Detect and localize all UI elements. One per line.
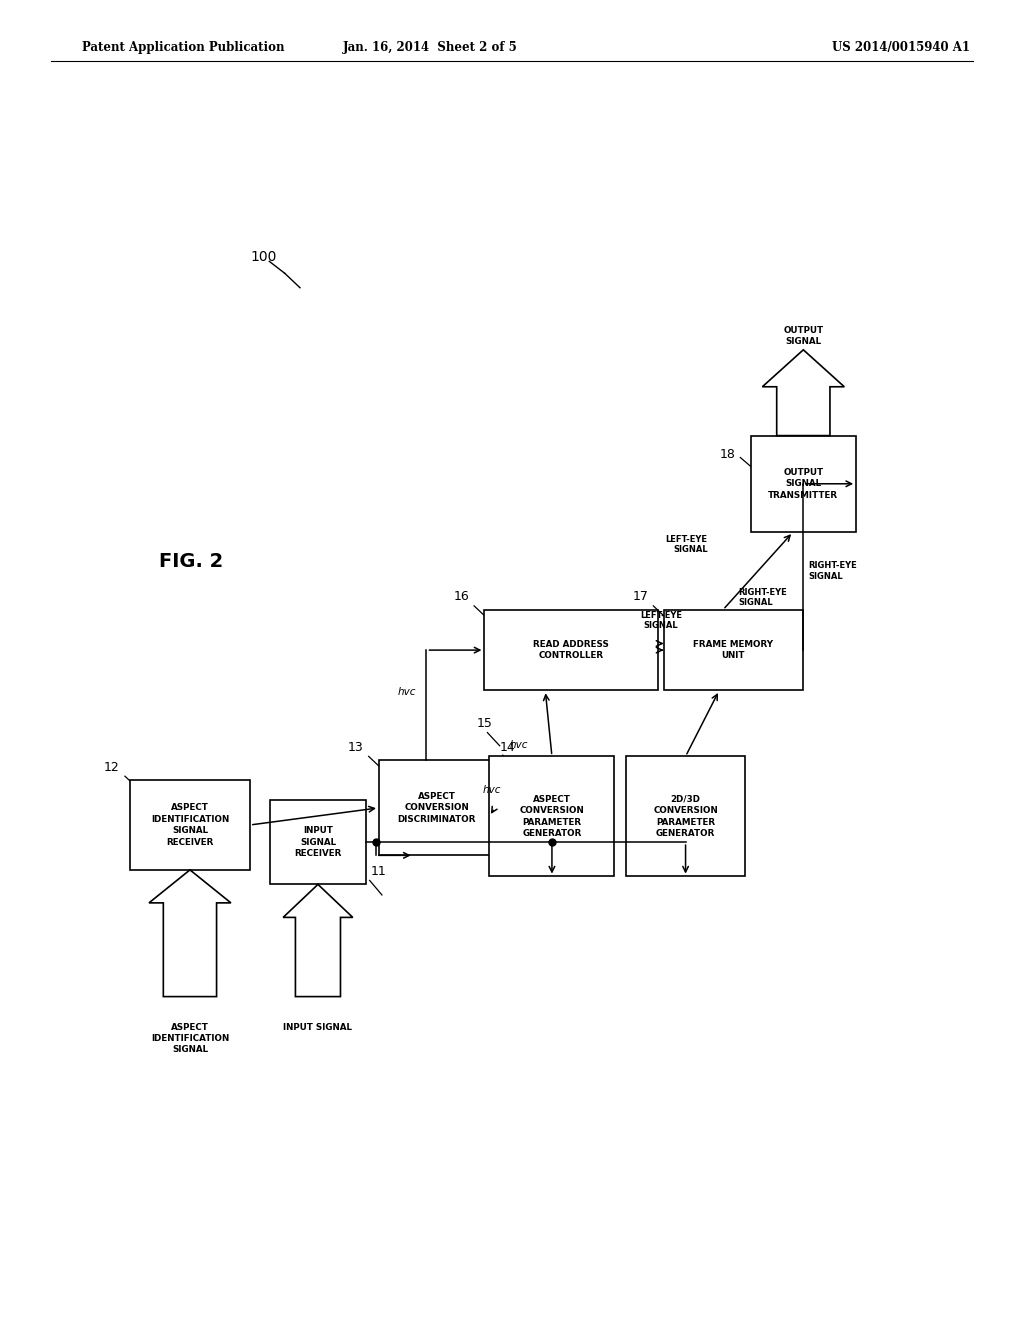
Text: READ ADDRESS
CONTROLLER: READ ADDRESS CONTROLLER (534, 640, 609, 660)
Text: OUTPUT
SIGNAL
TRANSMITTER: OUTPUT SIGNAL TRANSMITTER (768, 467, 839, 500)
Text: LEFT-EYE
SIGNAL: LEFT-EYE SIGNAL (640, 611, 682, 631)
Text: hvc: hvc (482, 784, 502, 795)
Bar (664, 610, 803, 690)
Text: INPUT
SIGNAL
RECEIVER: INPUT SIGNAL RECEIVER (294, 826, 342, 858)
Text: INPUT SIGNAL: INPUT SIGNAL (284, 1023, 352, 1032)
Text: 18: 18 (719, 449, 735, 462)
Text: ASPECT
IDENTIFICATION
SIGNAL
RECEIVER: ASPECT IDENTIFICATION SIGNAL RECEIVER (151, 804, 229, 846)
Bar (270, 800, 366, 884)
Text: 11: 11 (371, 865, 386, 878)
Text: US 2014/0015940 A1: US 2014/0015940 A1 (833, 41, 970, 54)
Polygon shape (762, 350, 844, 436)
Bar (379, 760, 495, 855)
Bar (489, 756, 614, 876)
Text: OUTPUT
SIGNAL: OUTPUT SIGNAL (783, 326, 823, 346)
Text: FRAME MEMORY
UNIT: FRAME MEMORY UNIT (693, 640, 773, 660)
Text: 12: 12 (104, 760, 120, 774)
Text: RIGHT-EYE
SIGNAL: RIGHT-EYE SIGNAL (738, 587, 787, 607)
Text: 100: 100 (251, 251, 278, 264)
Text: ASPECT
CONVERSION
DISCRIMINATOR: ASPECT CONVERSION DISCRIMINATOR (397, 792, 476, 824)
Bar (751, 436, 856, 532)
Text: LEFT-EYE
SIGNAL: LEFT-EYE SIGNAL (666, 535, 708, 554)
Text: Jan. 16, 2014  Sheet 2 of 5: Jan. 16, 2014 Sheet 2 of 5 (343, 41, 517, 54)
Text: 13: 13 (348, 741, 364, 754)
Text: 15: 15 (476, 717, 493, 730)
Text: hvc: hvc (510, 739, 528, 750)
Text: Patent Application Publication: Patent Application Publication (82, 41, 285, 54)
Bar (130, 780, 250, 870)
Text: 14: 14 (500, 741, 515, 754)
Text: RIGHT-EYE
SIGNAL: RIGHT-EYE SIGNAL (808, 561, 857, 581)
Polygon shape (150, 870, 231, 997)
Text: FIG. 2: FIG. 2 (159, 552, 223, 570)
Polygon shape (283, 884, 352, 997)
Text: ASPECT
IDENTIFICATION
SIGNAL: ASPECT IDENTIFICATION SIGNAL (151, 1023, 229, 1055)
Text: 17: 17 (632, 590, 648, 603)
Bar (626, 756, 745, 876)
Text: hvc: hvc (397, 686, 416, 697)
Text: 16: 16 (454, 590, 469, 603)
Bar (484, 610, 658, 690)
Text: ASPECT
CONVERSION
PARAMETER
GENERATOR: ASPECT CONVERSION PARAMETER GENERATOR (519, 795, 585, 838)
Text: 2D/3D
CONVERSION
PARAMETER
GENERATOR: 2D/3D CONVERSION PARAMETER GENERATOR (653, 795, 718, 838)
